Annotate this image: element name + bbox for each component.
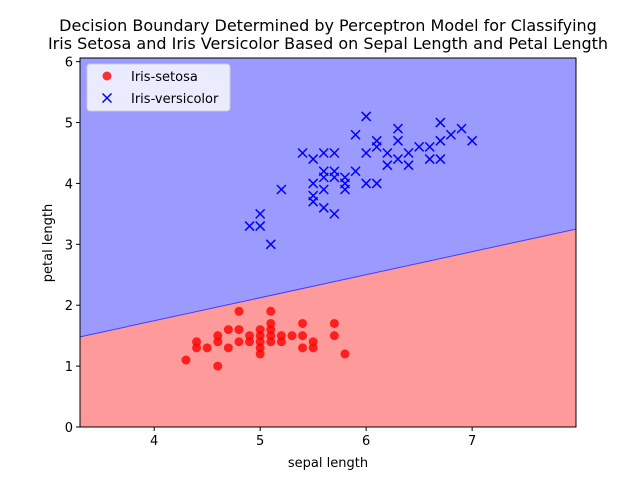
point-versicolor-14 xyxy=(318,147,329,159)
point-versicolor-18 xyxy=(329,147,340,159)
point-versicolor-30 xyxy=(382,160,393,171)
point-versicolor-15 xyxy=(329,208,340,219)
region-iris-versicolor xyxy=(80,58,576,337)
point-versicolor-10 xyxy=(318,202,329,213)
point-versicolor-7 xyxy=(308,190,319,201)
point-setosa-0 xyxy=(181,355,191,365)
point-versicolor-26 xyxy=(361,111,372,122)
point-versicolor-39 xyxy=(424,141,435,152)
x-tick-label-7: 7 xyxy=(468,434,476,449)
chart-title-line-1: Decision Boundary Determined by Perceptr… xyxy=(59,16,597,35)
points-layer xyxy=(181,111,478,371)
x-tick-label-6: 6 xyxy=(362,434,370,449)
point-versicolor-29 xyxy=(371,135,382,146)
point-versicolor-23 xyxy=(350,129,361,140)
point-setosa-6 xyxy=(213,331,223,341)
point-versicolor-40 xyxy=(435,154,446,165)
y-tick-label-4: 4 xyxy=(65,177,73,192)
legend: Iris-setosa Iris-versicolor xyxy=(86,63,231,112)
point-versicolor-0 xyxy=(244,221,255,232)
plot-frame xyxy=(79,57,577,428)
point-setosa-18 xyxy=(255,325,265,335)
point-versicolor-4 xyxy=(276,184,287,195)
point-setosa-11 xyxy=(234,306,244,316)
region-iris-setosa xyxy=(80,229,576,427)
point-versicolor-11 xyxy=(318,184,329,195)
point-setosa-23 xyxy=(266,306,276,316)
y-tick-label-3: 3 xyxy=(65,238,73,253)
point-versicolor-25 xyxy=(361,147,372,159)
y-tick-label-1: 1 xyxy=(65,360,73,375)
point-setosa-28 xyxy=(298,331,308,341)
point-setosa-7 xyxy=(223,343,233,353)
point-setosa-2 xyxy=(192,337,202,347)
point-setosa-34 xyxy=(340,349,350,359)
point-setosa-31 xyxy=(308,337,318,347)
point-versicolor-41 xyxy=(435,135,446,146)
legend-label-setosa: Iris-setosa xyxy=(131,70,198,85)
point-setosa-27 xyxy=(298,343,308,353)
legend-marker-setosa xyxy=(102,71,112,81)
legend-box xyxy=(86,63,231,112)
point-versicolor-36 xyxy=(403,147,414,159)
point-setosa-33 xyxy=(329,318,339,328)
point-setosa-29 xyxy=(298,318,308,328)
point-versicolor-44 xyxy=(456,123,467,134)
point-versicolor-9 xyxy=(308,154,319,165)
legend-label-versicolor: Iris-versicolor xyxy=(131,92,219,107)
y-tick-label-0: 0 xyxy=(65,421,73,436)
point-versicolor-32 xyxy=(392,154,403,165)
point-versicolor-43 xyxy=(445,129,456,140)
point-setosa-10 xyxy=(234,325,244,335)
chart-title-line-2: Iris Setosa and Iris Versicolor Based on… xyxy=(48,34,608,53)
point-versicolor-22 xyxy=(350,166,361,177)
point-setosa-8 xyxy=(223,325,233,335)
point-setosa-9 xyxy=(234,337,244,347)
point-versicolor-37 xyxy=(414,141,425,152)
point-versicolor-35 xyxy=(403,160,414,171)
x-axis: 4 5 6 7 xyxy=(150,427,476,449)
x-tick-label-5: 5 xyxy=(256,434,264,449)
y-tick-label-2: 2 xyxy=(65,299,73,314)
point-versicolor-13 xyxy=(318,166,329,177)
point-versicolor-42 xyxy=(435,117,446,128)
point-versicolor-2 xyxy=(255,208,266,219)
point-versicolor-34 xyxy=(392,123,403,134)
point-versicolor-5 xyxy=(297,147,308,159)
y-tick-label-6: 6 xyxy=(65,56,73,71)
plot-area xyxy=(79,58,577,427)
point-versicolor-27 xyxy=(371,178,382,189)
point-versicolor-17 xyxy=(329,166,340,177)
point-setosa-4 xyxy=(213,361,223,371)
point-versicolor-3 xyxy=(265,239,276,250)
point-setosa-3 xyxy=(202,343,212,353)
point-versicolor-1 xyxy=(255,221,266,232)
x-axis-label: sepal length xyxy=(288,456,368,471)
point-versicolor-45 xyxy=(467,135,478,146)
point-setosa-25 xyxy=(276,331,286,341)
y-axis: 0 1 2 3 4 5 6 xyxy=(65,56,80,436)
y-axis-label: petal length xyxy=(41,204,56,283)
point-versicolor-38 xyxy=(424,154,435,165)
point-versicolor-31 xyxy=(382,147,393,159)
point-versicolor-33 xyxy=(392,135,403,146)
decision-boundary-line xyxy=(79,228,577,338)
point-setosa-22 xyxy=(266,318,276,328)
x-tick-label-4: 4 xyxy=(150,434,158,449)
point-versicolor-21 xyxy=(339,172,350,183)
point-versicolor-24 xyxy=(361,178,372,189)
y-tick-label-5: 5 xyxy=(65,117,73,132)
point-setosa-32 xyxy=(329,331,339,341)
point-setosa-26 xyxy=(287,331,297,341)
point-setosa-13 xyxy=(245,331,255,341)
point-versicolor-8 xyxy=(308,178,319,189)
legend-marker-versicolor xyxy=(101,92,113,104)
